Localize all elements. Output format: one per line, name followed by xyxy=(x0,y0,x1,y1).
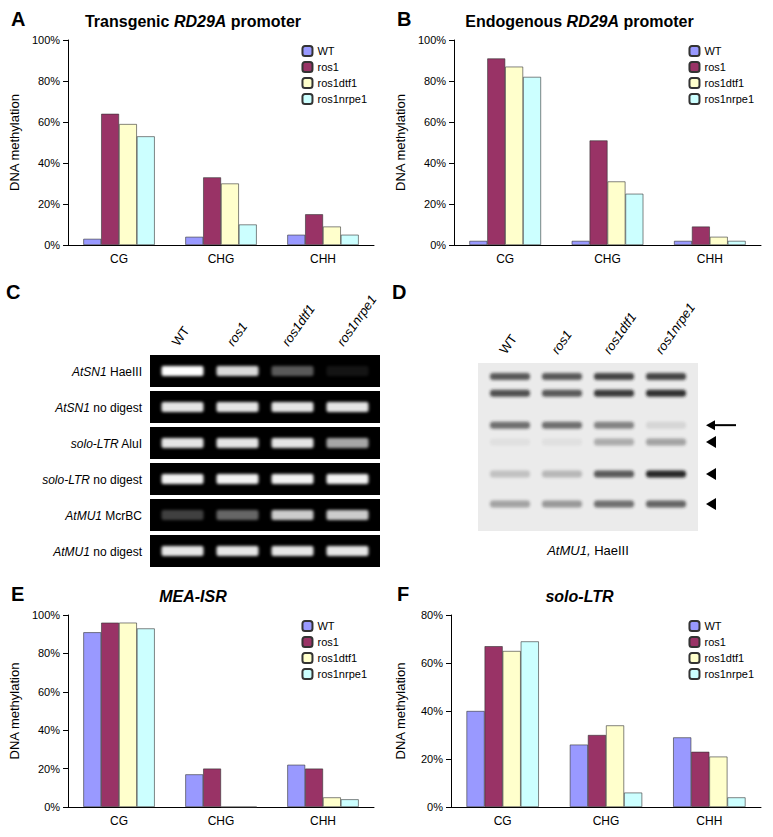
svg-text:ros1: ros1 xyxy=(317,61,338,73)
svg-text:B: B xyxy=(397,8,411,30)
svg-text:ros1dtf1: ros1dtf1 xyxy=(704,77,744,89)
svg-text:ros1: ros1 xyxy=(704,61,725,73)
svg-text:20%: 20% xyxy=(424,198,446,210)
svg-text:solo-LTR no digest: solo-LTR no digest xyxy=(42,473,143,487)
svg-text:WT: WT xyxy=(317,620,334,632)
svg-text:40%: 40% xyxy=(38,157,60,169)
svg-text:40%: 40% xyxy=(38,724,60,736)
svg-text:60%: 60% xyxy=(38,686,60,698)
svg-text:WT: WT xyxy=(704,45,721,57)
svg-text:60%: 60% xyxy=(424,116,446,128)
svg-text:ros1nrpe1: ros1nrpe1 xyxy=(704,668,754,680)
svg-text:ros1nrpe1: ros1nrpe1 xyxy=(317,93,367,105)
svg-text:ros1: ros1 xyxy=(704,636,725,648)
svg-text:ros1dtf1: ros1dtf1 xyxy=(600,310,639,357)
svg-text:ros1nrpe1: ros1nrpe1 xyxy=(652,300,698,357)
svg-text:CHG: CHG xyxy=(208,252,235,266)
svg-text:80%: 80% xyxy=(38,647,60,659)
svg-text:CG: CG xyxy=(496,252,514,266)
svg-text:0%: 0% xyxy=(430,239,446,251)
svg-text:WT: WT xyxy=(496,332,520,357)
svg-text:RD29A: RD29A xyxy=(174,13,226,30)
svg-text:ros1dtf1: ros1dtf1 xyxy=(704,652,744,664)
svg-text:solo-LTR: solo-LTR xyxy=(545,588,614,605)
svg-text:CHG: CHG xyxy=(594,252,621,266)
svg-text:CHH: CHH xyxy=(310,252,336,266)
svg-text:CG: CG xyxy=(110,814,128,828)
svg-text:promoter: promoter xyxy=(624,13,694,30)
svg-text:40%: 40% xyxy=(424,157,446,169)
svg-text:20%: 20% xyxy=(421,753,443,765)
svg-text:100%: 100% xyxy=(32,609,60,621)
svg-text:CHH: CHH xyxy=(697,252,723,266)
svg-text:0%: 0% xyxy=(44,801,60,813)
svg-text:0%: 0% xyxy=(44,239,60,251)
svg-text:60%: 60% xyxy=(421,657,443,669)
svg-text:CHG: CHG xyxy=(208,814,235,828)
svg-text:CHG: CHG xyxy=(593,814,620,828)
svg-text:CG: CG xyxy=(110,252,128,266)
svg-text:E: E xyxy=(11,583,24,605)
svg-text:80%: 80% xyxy=(38,75,60,87)
svg-text:WT: WT xyxy=(317,45,334,57)
svg-text:CHH: CHH xyxy=(696,814,722,828)
svg-text:DNA methylation: DNA methylation xyxy=(7,663,22,760)
svg-text:C: C xyxy=(6,281,20,303)
svg-text:20%: 20% xyxy=(38,198,60,210)
svg-text:100%: 100% xyxy=(418,34,446,46)
svg-text:MEA-ISR: MEA-ISR xyxy=(159,588,227,605)
svg-text:F: F xyxy=(397,583,409,605)
svg-text:ros1: ros1 xyxy=(224,319,251,348)
svg-text:ros1dtf1: ros1dtf1 xyxy=(279,302,318,349)
svg-text:ros1dtf1: ros1dtf1 xyxy=(317,652,357,664)
svg-text:AtSN1 no digest: AtSN1 no digest xyxy=(54,401,142,415)
svg-text:Endogenous: Endogenous xyxy=(465,13,562,30)
svg-text:AtSN1 HaeIII: AtSN1 HaeIII xyxy=(71,365,142,379)
svg-text:DNA methylation: DNA methylation xyxy=(7,94,22,191)
svg-text:CG: CG xyxy=(494,814,512,828)
svg-text:ros1nrpe1: ros1nrpe1 xyxy=(704,93,754,105)
svg-text:WT: WT xyxy=(169,324,193,349)
svg-text:ros1nrpe1: ros1nrpe1 xyxy=(317,668,367,680)
svg-text:100%: 100% xyxy=(32,34,60,46)
svg-text:promoter: promoter xyxy=(231,13,301,30)
svg-text:80%: 80% xyxy=(421,609,443,621)
svg-text:ros1: ros1 xyxy=(548,327,575,356)
svg-text:WT: WT xyxy=(704,620,721,632)
svg-text:D: D xyxy=(392,281,406,303)
svg-text:80%: 80% xyxy=(424,75,446,87)
svg-text:AtMU1 McrBC: AtMU1 McrBC xyxy=(64,509,142,523)
svg-text:60%: 60% xyxy=(38,116,60,128)
svg-text:A: A xyxy=(11,8,25,30)
svg-text:DNA methylation: DNA methylation xyxy=(393,94,408,191)
svg-text:solo-LTR AluI: solo-LTR AluI xyxy=(71,437,142,451)
svg-text:ros1nrpe1: ros1nrpe1 xyxy=(334,292,380,349)
svg-text:40%: 40% xyxy=(421,705,443,717)
svg-text:CHH: CHH xyxy=(310,814,336,828)
svg-text:AtMU1, HaeIII: AtMU1, HaeIII xyxy=(546,543,629,558)
svg-text:ros1dtf1: ros1dtf1 xyxy=(317,77,357,89)
svg-text:ros1: ros1 xyxy=(317,636,338,648)
svg-text:RD29A: RD29A xyxy=(567,13,619,30)
svg-text:AtMU1 no digest: AtMU1 no digest xyxy=(52,545,142,559)
svg-text:Transgenic: Transgenic xyxy=(85,13,170,30)
svg-text:20%: 20% xyxy=(38,763,60,775)
svg-text:DNA methylation: DNA methylation xyxy=(393,663,408,760)
svg-text:0%: 0% xyxy=(427,801,443,813)
